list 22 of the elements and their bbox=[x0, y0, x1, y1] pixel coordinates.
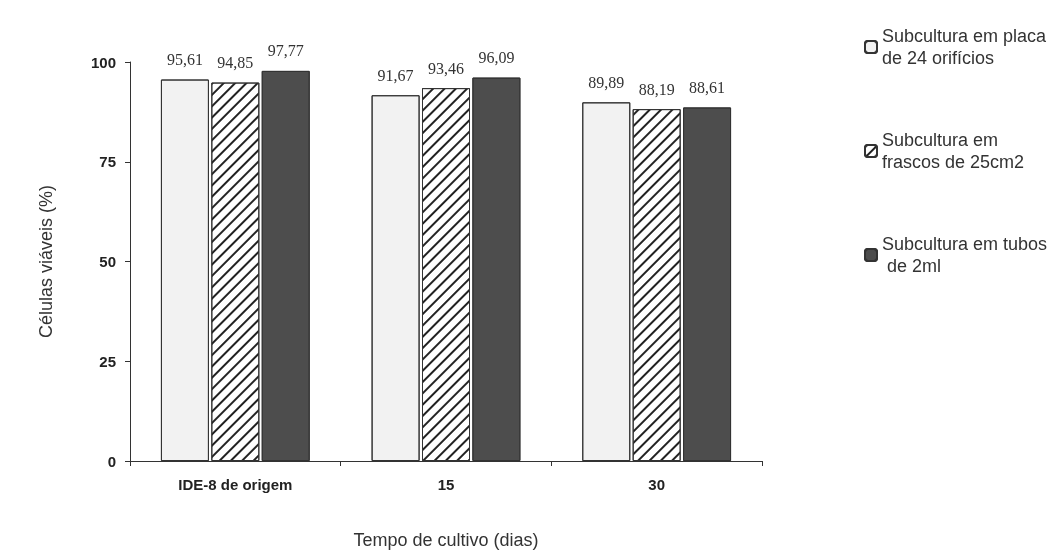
x-axis-title: Tempo de cultivo (dias) bbox=[353, 530, 539, 550]
data-label: 89,89 bbox=[588, 73, 625, 91]
y-axis-title: Células viáveis (%) bbox=[36, 184, 56, 339]
data-label: 93,46 bbox=[428, 59, 464, 77]
x-tick-label: IDE-8 de origem bbox=[178, 476, 293, 493]
data-label: 97,77 bbox=[267, 42, 304, 60]
y-tick-label: 100 bbox=[90, 53, 116, 71]
x-tick-label: 30 bbox=[648, 476, 666, 493]
legend-label: Subcultura em tubos de 2ml bbox=[882, 234, 1048, 276]
data-label: 95,61 bbox=[166, 51, 203, 69]
x-tick-label: 15 bbox=[437, 476, 455, 493]
y-tick-label: 0 bbox=[107, 452, 116, 470]
data-label: 94,85 bbox=[217, 54, 254, 72]
legend-label: Subcultura em placa de 24 orifícios bbox=[882, 26, 1052, 68]
data-label: 91,67 bbox=[377, 66, 414, 84]
data-label: 88,19 bbox=[638, 80, 675, 98]
y-tick-label: 25 bbox=[99, 352, 116, 370]
data-label: 88,61 bbox=[689, 78, 726, 96]
y-tick-label: 50 bbox=[99, 253, 116, 270]
data-label: 96,09 bbox=[478, 49, 515, 67]
y-tick-label: 75 bbox=[99, 153, 116, 171]
legend-label: Subcultura em frascos de 25cm2 bbox=[882, 130, 1025, 172]
